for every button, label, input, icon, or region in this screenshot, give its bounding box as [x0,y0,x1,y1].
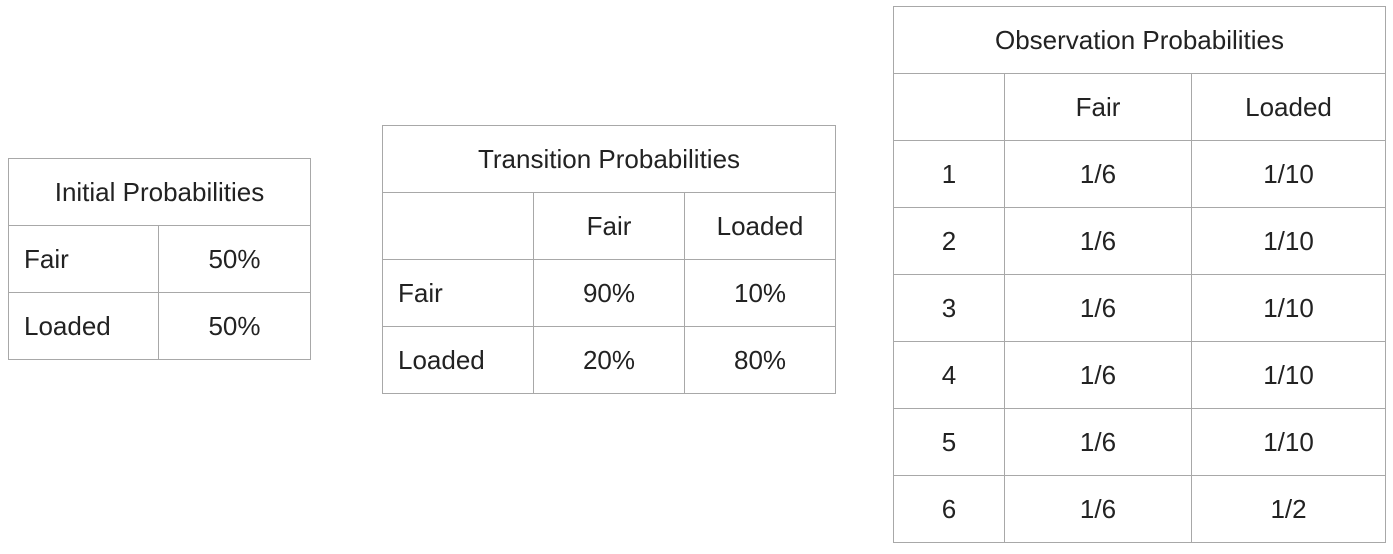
transition-probabilities-table: Transition Probabilities Fair Loaded Fai… [381,125,837,394]
header-cell-loaded: Loaded [683,192,837,260]
cell-value: 50% [158,225,311,293]
initial-probabilities-table: Initial Probabilities Fair 50% Loaded 50… [8,158,311,360]
cell-value: 1/10 [1190,341,1387,409]
table-header-row: Fair Loaded [382,192,837,260]
cell-value: 80% [683,326,837,394]
row-label: 1 [893,140,1005,208]
table-row: 2 1/6 1/10 [893,207,1387,275]
table-row: 6 1/6 1/2 [893,475,1387,543]
table-row: 4 1/6 1/10 [893,341,1387,409]
cell-value: 1/6 [1004,140,1192,208]
header-cell-loaded: Loaded [1190,73,1387,141]
header-cell-empty [382,192,534,260]
header-cell-fair: Fair [533,192,685,260]
table-row: Fair 50% [8,225,311,293]
cell-value: 1/10 [1190,274,1387,342]
cell-value: 1/6 [1004,341,1192,409]
table-row: 1 1/6 1/10 [893,140,1387,208]
cell-value: 1/6 [1004,408,1192,476]
header-cell-fair: Fair [1004,73,1192,141]
row-label: 6 [893,475,1005,543]
observation-probabilities-table: Observation Probabilities Fair Loaded 1 … [892,6,1387,543]
table-header-row: Fair Loaded [893,73,1387,141]
cell-value: 1/2 [1190,475,1387,543]
table-title: Observation Probabilities [892,6,1387,74]
table-row: 3 1/6 1/10 [893,274,1387,342]
cell-value: 1/6 [1004,475,1192,543]
cell-value: 90% [533,259,685,327]
table-title: Transition Probabilities [381,125,837,193]
table-row: 5 1/6 1/10 [893,408,1387,476]
row-label: Fair [382,259,534,327]
cell-value: 1/10 [1190,408,1387,476]
cell-value: 1/6 [1004,207,1192,275]
table-title-row: Transition Probabilities [381,125,837,193]
table-row: Loaded 50% [8,292,311,360]
row-label: 3 [893,274,1005,342]
cell-value: 20% [533,326,685,394]
row-label: 4 [893,341,1005,409]
table-title-row: Initial Probabilities [8,158,311,226]
cell-value: 50% [158,292,311,360]
cell-value: 10% [683,259,837,327]
row-label: Fair [8,225,159,293]
cell-value: 1/10 [1190,207,1387,275]
header-cell-empty [893,73,1005,141]
cell-value: 1/6 [1004,274,1192,342]
cell-value: 1/10 [1190,140,1387,208]
row-label: 5 [893,408,1005,476]
row-label: 2 [893,207,1005,275]
row-label: Loaded [8,292,159,360]
table-title: Initial Probabilities [8,158,311,226]
row-label: Loaded [382,326,534,394]
table-row: Loaded 20% 80% [382,326,837,394]
table-row: Fair 90% 10% [382,259,837,327]
table-title-row: Observation Probabilities [892,6,1387,74]
